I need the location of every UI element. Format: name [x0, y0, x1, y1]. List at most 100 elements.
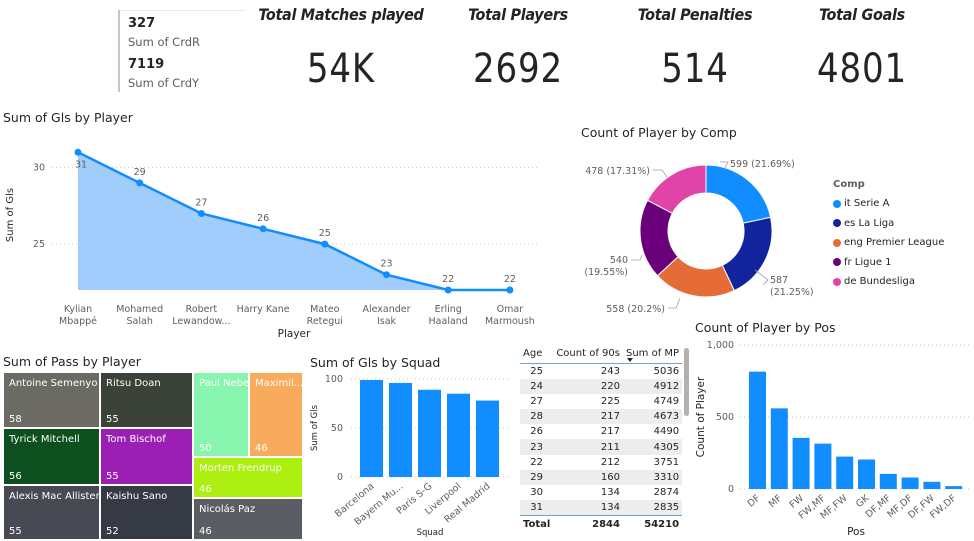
treemap-tile[interactable]: Tom Bischof 55 [100, 428, 193, 485]
treemap-tile[interactable]: Ritsu Doan 55 [100, 372, 193, 428]
legend-item[interactable]: eng Premier League [833, 233, 944, 253]
cards-multi-row: 327 Sum of CrdR 7119 Sum of CrdY [118, 10, 246, 92]
sum-mp-cell: 2835 [622, 500, 683, 516]
treemap-tile[interactable]: Morten Frendrup 46 [193, 457, 303, 498]
table-row[interactable]: 27 225 4749 [520, 394, 682, 409]
total-cell: 54210 [622, 514, 683, 534]
sum-mp-cell: 4912 [622, 378, 683, 394]
legend-item[interactable]: es La Liga [833, 214, 944, 234]
tile-value: 46 [255, 443, 268, 454]
donut-chart-title: Count of Player by Comp [581, 125, 737, 140]
data-label: 25 [319, 228, 331, 239]
treemap-tile[interactable]: Kaishu Sano 52 [100, 485, 193, 540]
y-tick-label: 1,000 [707, 340, 734, 351]
treemap-tile[interactable]: Nicolás Paz 46 [193, 498, 303, 540]
legend-marker-icon [833, 199, 841, 208]
col-header-age[interactable]: Age [520, 346, 554, 364]
bar [858, 459, 875, 489]
yellow-cards-label: Sum of CrdY [128, 76, 200, 90]
pass-by-player-treemap[interactable]: Antoine Semenyo 58 Ritsu Doan 55 Tyrick Mitc… [3, 372, 303, 540]
bar [792, 437, 810, 489]
table-row[interactable]: 30 134 2874 [520, 485, 682, 500]
leader-line [720, 161, 729, 171]
tile-label: Nicolás Paz [199, 504, 256, 515]
treemap-tile[interactable]: Alexis Mac Allister 55 [3, 485, 100, 540]
table-row[interactable]: 23 211 4305 [520, 439, 683, 455]
data-label: 27 [195, 198, 207, 209]
yellow-cards-value: 7119 [128, 57, 165, 72]
table-scrollbar[interactable] [684, 348, 689, 416]
kpi-goals-value: 4801 [817, 46, 907, 92]
tile-label: Tom Bischof [106, 434, 166, 445]
legend-label: eng Premier League [844, 237, 945, 249]
x-tick-label: Salah [127, 316, 153, 327]
legend-marker-icon [833, 219, 841, 228]
bar [901, 477, 919, 489]
tile-value: 55 [9, 526, 22, 537]
y-axis-title: Sum of Gls [310, 404, 320, 451]
area-fill [78, 152, 510, 290]
slice-data-label: 587 [770, 275, 788, 286]
count-90s-cell: 134 [600, 487, 620, 499]
data-label: 31 [75, 159, 87, 170]
tile-value: 56 [9, 471, 22, 482]
table-row[interactable]: 28 217 4673 [520, 409, 683, 425]
treemap-tile[interactable]: Paul Nebel 50 [193, 372, 249, 457]
leader-line [653, 169, 668, 178]
x-tick-label: Mohamed [116, 304, 163, 315]
col-header-count-90s[interactable]: Count of 90s [553, 346, 623, 364]
x-tick-label: Harry Kane [237, 304, 290, 315]
legend-item[interactable]: fr Ligue 1 [833, 253, 944, 273]
bar [945, 486, 963, 489]
total-cell: 2844 [553, 514, 623, 534]
count-90s-cell: 212 [600, 456, 620, 468]
x-axis-title: Player [278, 328, 311, 340]
table-row[interactable]: 26 217 4490 [520, 424, 682, 439]
data-label: 22 [504, 274, 516, 285]
slice-data-label: (21.25%) [770, 287, 814, 298]
y-tick-label: 0 [728, 484, 734, 495]
table-row[interactable]: 25 243 5036 [520, 364, 682, 379]
x-tick-label: Robert [186, 304, 218, 315]
x-tick-label: Kylian [64, 304, 92, 315]
kpi-penalties-value: 514 [661, 46, 729, 92]
data-point [506, 286, 514, 294]
bar [879, 473, 897, 489]
bar [418, 389, 441, 477]
treemap-tile[interactable]: Maximil... 46 [249, 372, 303, 457]
table-row[interactable]: 31 134 2835 [520, 500, 683, 516]
slice-data-label: 599 (21.69%) [730, 159, 795, 170]
tile-label: Morten Frendrup [199, 463, 282, 474]
treemap-tile[interactable]: Tyrick Mitchell 56 [3, 428, 100, 485]
table-row[interactable]: 29 160 3310 [520, 469, 683, 485]
x-axis-title: Pos [847, 526, 865, 538]
legend-item[interactable]: de Bundesliga [833, 272, 944, 292]
y-tick-label: 25 [33, 239, 45, 250]
sum-mp-cell: 4749 [653, 395, 680, 407]
y-axis-title: Count of Player [695, 376, 707, 457]
bar [389, 382, 412, 477]
slice-data-label: (19.55%) [584, 267, 628, 278]
treemap-title: Sum of Pass by Player [3, 354, 141, 369]
col-header-sum-mp[interactable]: Sum of MP [622, 346, 683, 364]
x-tick-label: Retegui [307, 316, 343, 327]
leader-line [631, 254, 643, 261]
age-cell: 26 [530, 426, 544, 438]
table-row[interactable]: 22 212 3751 [520, 455, 682, 470]
data-label: 23 [380, 259, 392, 270]
y-tick-label: 100 [325, 374, 343, 385]
player-by-comp-donut-chart[interactable]: 599 (21.69%) 587(21.25%) 558 (20.2%) 540(19… [570, 140, 830, 320]
age-cell: 30 [530, 487, 544, 499]
x-tick-label: Omar [497, 304, 524, 315]
treemap-tile[interactable]: Antoine Semenyo 58 [3, 372, 100, 428]
legend-item[interactable]: it Serie A [833, 194, 944, 214]
bar [360, 379, 383, 477]
sum-mp-cell: 2874 [653, 487, 680, 499]
count-90s-cell: 225 [600, 395, 620, 407]
squad-chart-title: Sum of Gls by Squad [310, 355, 441, 370]
table-row[interactable]: 24 220 4912 [520, 378, 683, 394]
sum-mp-cell: 5036 [653, 365, 680, 377]
